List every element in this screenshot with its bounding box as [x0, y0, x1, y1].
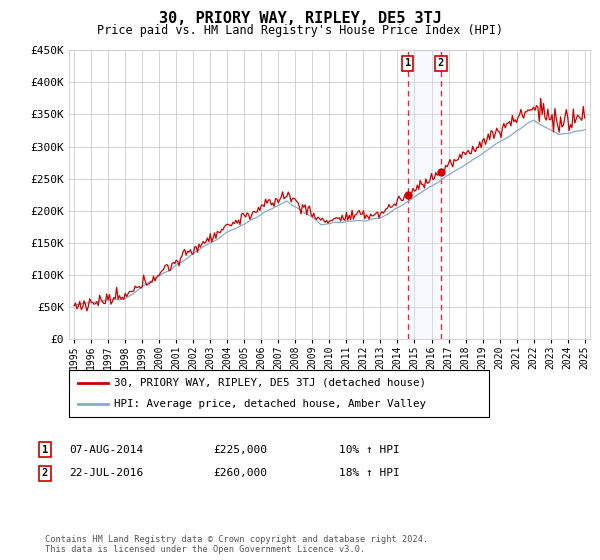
Text: 2: 2	[42, 468, 48, 478]
Text: 07-AUG-2014: 07-AUG-2014	[69, 445, 143, 455]
Text: 18% ↑ HPI: 18% ↑ HPI	[339, 468, 400, 478]
Text: Price paid vs. HM Land Registry's House Price Index (HPI): Price paid vs. HM Land Registry's House …	[97, 24, 503, 36]
Text: 30, PRIORY WAY, RIPLEY, DE5 3TJ: 30, PRIORY WAY, RIPLEY, DE5 3TJ	[158, 11, 442, 26]
Text: £225,000: £225,000	[213, 445, 267, 455]
Text: 2: 2	[438, 58, 444, 68]
Text: 30, PRIORY WAY, RIPLEY, DE5 3TJ (detached house): 30, PRIORY WAY, RIPLEY, DE5 3TJ (detache…	[114, 378, 426, 388]
Text: 1: 1	[404, 58, 411, 68]
Bar	[407, 50, 441, 339]
Text: Contains HM Land Registry data © Crown copyright and database right 2024.
This d: Contains HM Land Registry data © Crown c…	[45, 535, 428, 554]
Text: 22-JUL-2016: 22-JUL-2016	[69, 468, 143, 478]
Text: HPI: Average price, detached house, Amber Valley: HPI: Average price, detached house, Ambe…	[114, 399, 426, 409]
Text: 1: 1	[42, 445, 48, 455]
Text: 10% ↑ HPI: 10% ↑ HPI	[339, 445, 400, 455]
Text: £260,000: £260,000	[213, 468, 267, 478]
